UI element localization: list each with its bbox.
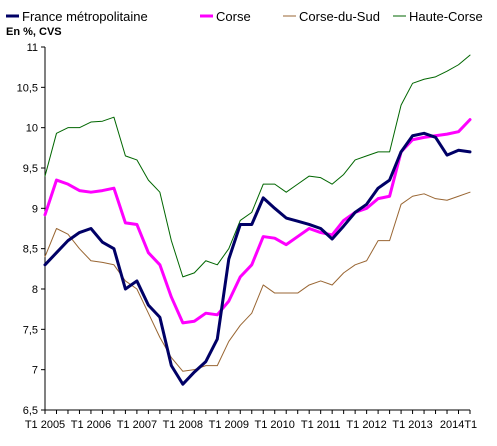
y-tick-label: 8,5 <box>23 244 38 256</box>
series-line-france-m-tropolitaine <box>43 131 472 386</box>
y-tick-label: 9 <box>32 203 38 215</box>
x-tick-label: T1 2012 <box>346 419 386 431</box>
legend: France métropolitaine Corse Corse-du-Sud Ha… <box>6 9 483 24</box>
series-line-haute-corse <box>44 54 471 278</box>
series-line-corse-du-sud <box>44 191 471 372</box>
series-line-corse <box>43 118 472 325</box>
legend-label: Corse-du-Sud <box>299 9 380 24</box>
legend-label: Haute-Corse <box>409 9 483 24</box>
y-tick-label: 11 <box>27 42 38 54</box>
legend-label: France métropolitaine <box>22 9 148 24</box>
x-tick-label: T1 2011 <box>301 419 341 431</box>
y-tick-label: 7 <box>32 365 38 377</box>
x-tick-label: T1 2013 <box>392 419 432 431</box>
x-tick-label: T1 2006 <box>71 419 111 431</box>
x-tick-label: T1 2010 <box>255 419 295 431</box>
y-tick-label: 8 <box>32 284 38 296</box>
unit-label: En %, CVS <box>6 26 62 38</box>
y-tick-label: 9,5 <box>23 163 38 175</box>
x-tick-label: T1 2009 <box>209 419 249 431</box>
x-tick-label: T1 2007 <box>117 419 157 431</box>
axes: 6,5 7 7,5 8 8,5 9 9,5 10 10,5 11 T1 2005 T1 2006 T1 … <box>17 42 478 431</box>
x-tick-label: 2014T1 <box>440 419 477 431</box>
series-group <box>43 54 472 386</box>
x-tick-label: T1 2005 <box>25 419 65 431</box>
y-tick-label: 10 <box>26 123 38 135</box>
y-tick-label: 7,5 <box>23 324 38 336</box>
y-tick-label: 10,5 <box>17 82 38 94</box>
legend-label: Corse <box>216 9 251 24</box>
y-tick-label: 6,5 <box>23 405 38 417</box>
x-tick-label: T1 2008 <box>163 419 203 431</box>
